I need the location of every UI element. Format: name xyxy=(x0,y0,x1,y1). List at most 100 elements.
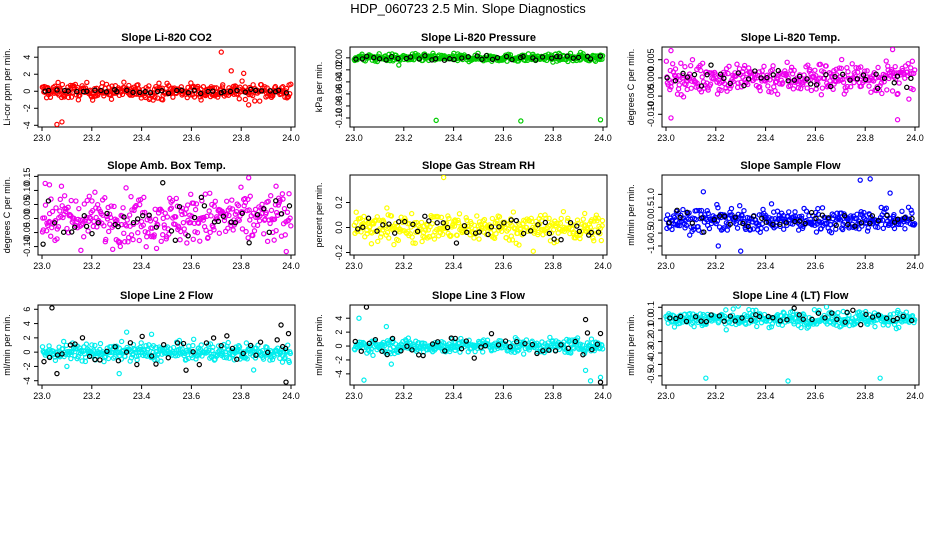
data-point xyxy=(383,323,390,330)
data-point xyxy=(674,207,680,214)
data-point xyxy=(864,228,871,234)
data-point xyxy=(235,202,242,209)
data-point xyxy=(860,72,867,78)
data-point xyxy=(65,230,72,236)
data-point xyxy=(379,348,385,354)
data-point xyxy=(815,310,822,316)
data-point xyxy=(854,76,861,82)
data-point xyxy=(229,206,236,212)
data-point xyxy=(384,205,390,211)
x-tick-label: 24.0 xyxy=(594,391,612,401)
points-group xyxy=(39,49,294,127)
data-point xyxy=(49,208,56,215)
data-point xyxy=(48,233,54,239)
data-point xyxy=(190,342,196,349)
data-point xyxy=(39,344,46,350)
data-point xyxy=(109,246,116,253)
data-point xyxy=(505,226,512,232)
data-point xyxy=(57,196,64,203)
data-point xyxy=(875,64,881,71)
y-tick-label: -0.005 xyxy=(646,83,656,109)
data-point xyxy=(866,83,872,89)
x-tick-label: 23.4 xyxy=(445,391,463,401)
data-point xyxy=(232,83,238,89)
data-point xyxy=(54,370,60,377)
data-point xyxy=(687,232,693,238)
data-point xyxy=(258,88,265,94)
y-axis-label: percent per min. xyxy=(314,182,324,247)
data-point xyxy=(673,315,679,322)
data-point xyxy=(679,75,685,81)
data-point xyxy=(894,73,901,79)
data-point xyxy=(218,89,224,96)
data-point xyxy=(126,212,133,218)
data-point xyxy=(220,213,227,219)
data-point xyxy=(111,203,117,210)
data-point xyxy=(777,221,783,227)
data-point xyxy=(683,318,690,325)
data-point xyxy=(463,338,469,344)
data-point xyxy=(159,208,165,214)
data-point xyxy=(196,352,202,358)
data-point xyxy=(708,62,714,68)
data-point xyxy=(47,94,54,100)
data-point xyxy=(434,220,440,226)
data-point xyxy=(748,317,754,323)
data-point xyxy=(429,220,435,227)
data-point xyxy=(285,330,292,337)
data-point xyxy=(728,205,735,212)
data-point xyxy=(889,47,896,53)
data-point xyxy=(152,216,159,223)
data-point xyxy=(158,238,164,244)
data-point xyxy=(597,379,604,385)
data-point xyxy=(203,227,209,234)
data-point xyxy=(894,91,900,98)
data-point xyxy=(440,220,446,226)
data-point xyxy=(89,342,95,348)
data-point xyxy=(812,67,818,73)
data-point xyxy=(829,73,836,79)
x-tick-label: 23.2 xyxy=(707,133,725,143)
data-point xyxy=(185,90,192,96)
data-point xyxy=(546,347,552,353)
data-point xyxy=(765,83,771,89)
data-point xyxy=(757,87,763,94)
x-tick-label: 23.2 xyxy=(707,391,725,401)
data-point xyxy=(580,216,586,222)
data-point xyxy=(398,348,404,354)
x-tick-label: 23.0 xyxy=(657,391,675,401)
data-point xyxy=(122,239,128,245)
data-point xyxy=(173,214,179,220)
data-point xyxy=(574,335,581,341)
y-tick-label: -0.10 xyxy=(334,108,344,129)
data-point xyxy=(599,217,606,224)
data-point xyxy=(278,322,284,328)
data-point xyxy=(215,218,222,225)
data-point xyxy=(130,236,136,243)
x-tick-label: 23.2 xyxy=(83,261,101,271)
data-point xyxy=(768,324,775,330)
data-point xyxy=(174,87,180,94)
data-point xyxy=(229,197,235,203)
data-point xyxy=(495,342,502,348)
data-point xyxy=(566,337,572,343)
y-tick-label: 4 xyxy=(22,321,32,326)
data-point xyxy=(364,53,370,59)
data-point xyxy=(165,355,171,361)
panel-title: Slope Li-820 Temp. xyxy=(741,32,840,44)
y-tick-label: -0.2 xyxy=(334,245,344,261)
data-point xyxy=(284,209,291,215)
data-point xyxy=(512,349,518,355)
x-tick-label: 23.4 xyxy=(445,133,463,143)
data-point xyxy=(128,193,134,200)
data-point xyxy=(84,88,90,94)
data-point xyxy=(667,86,673,93)
data-point xyxy=(225,225,231,231)
data-point xyxy=(271,353,277,359)
data-point xyxy=(813,82,820,88)
data-point xyxy=(165,90,172,96)
data-point xyxy=(224,198,230,204)
data-point xyxy=(668,115,674,121)
data-point xyxy=(592,215,599,221)
data-point xyxy=(91,218,97,225)
